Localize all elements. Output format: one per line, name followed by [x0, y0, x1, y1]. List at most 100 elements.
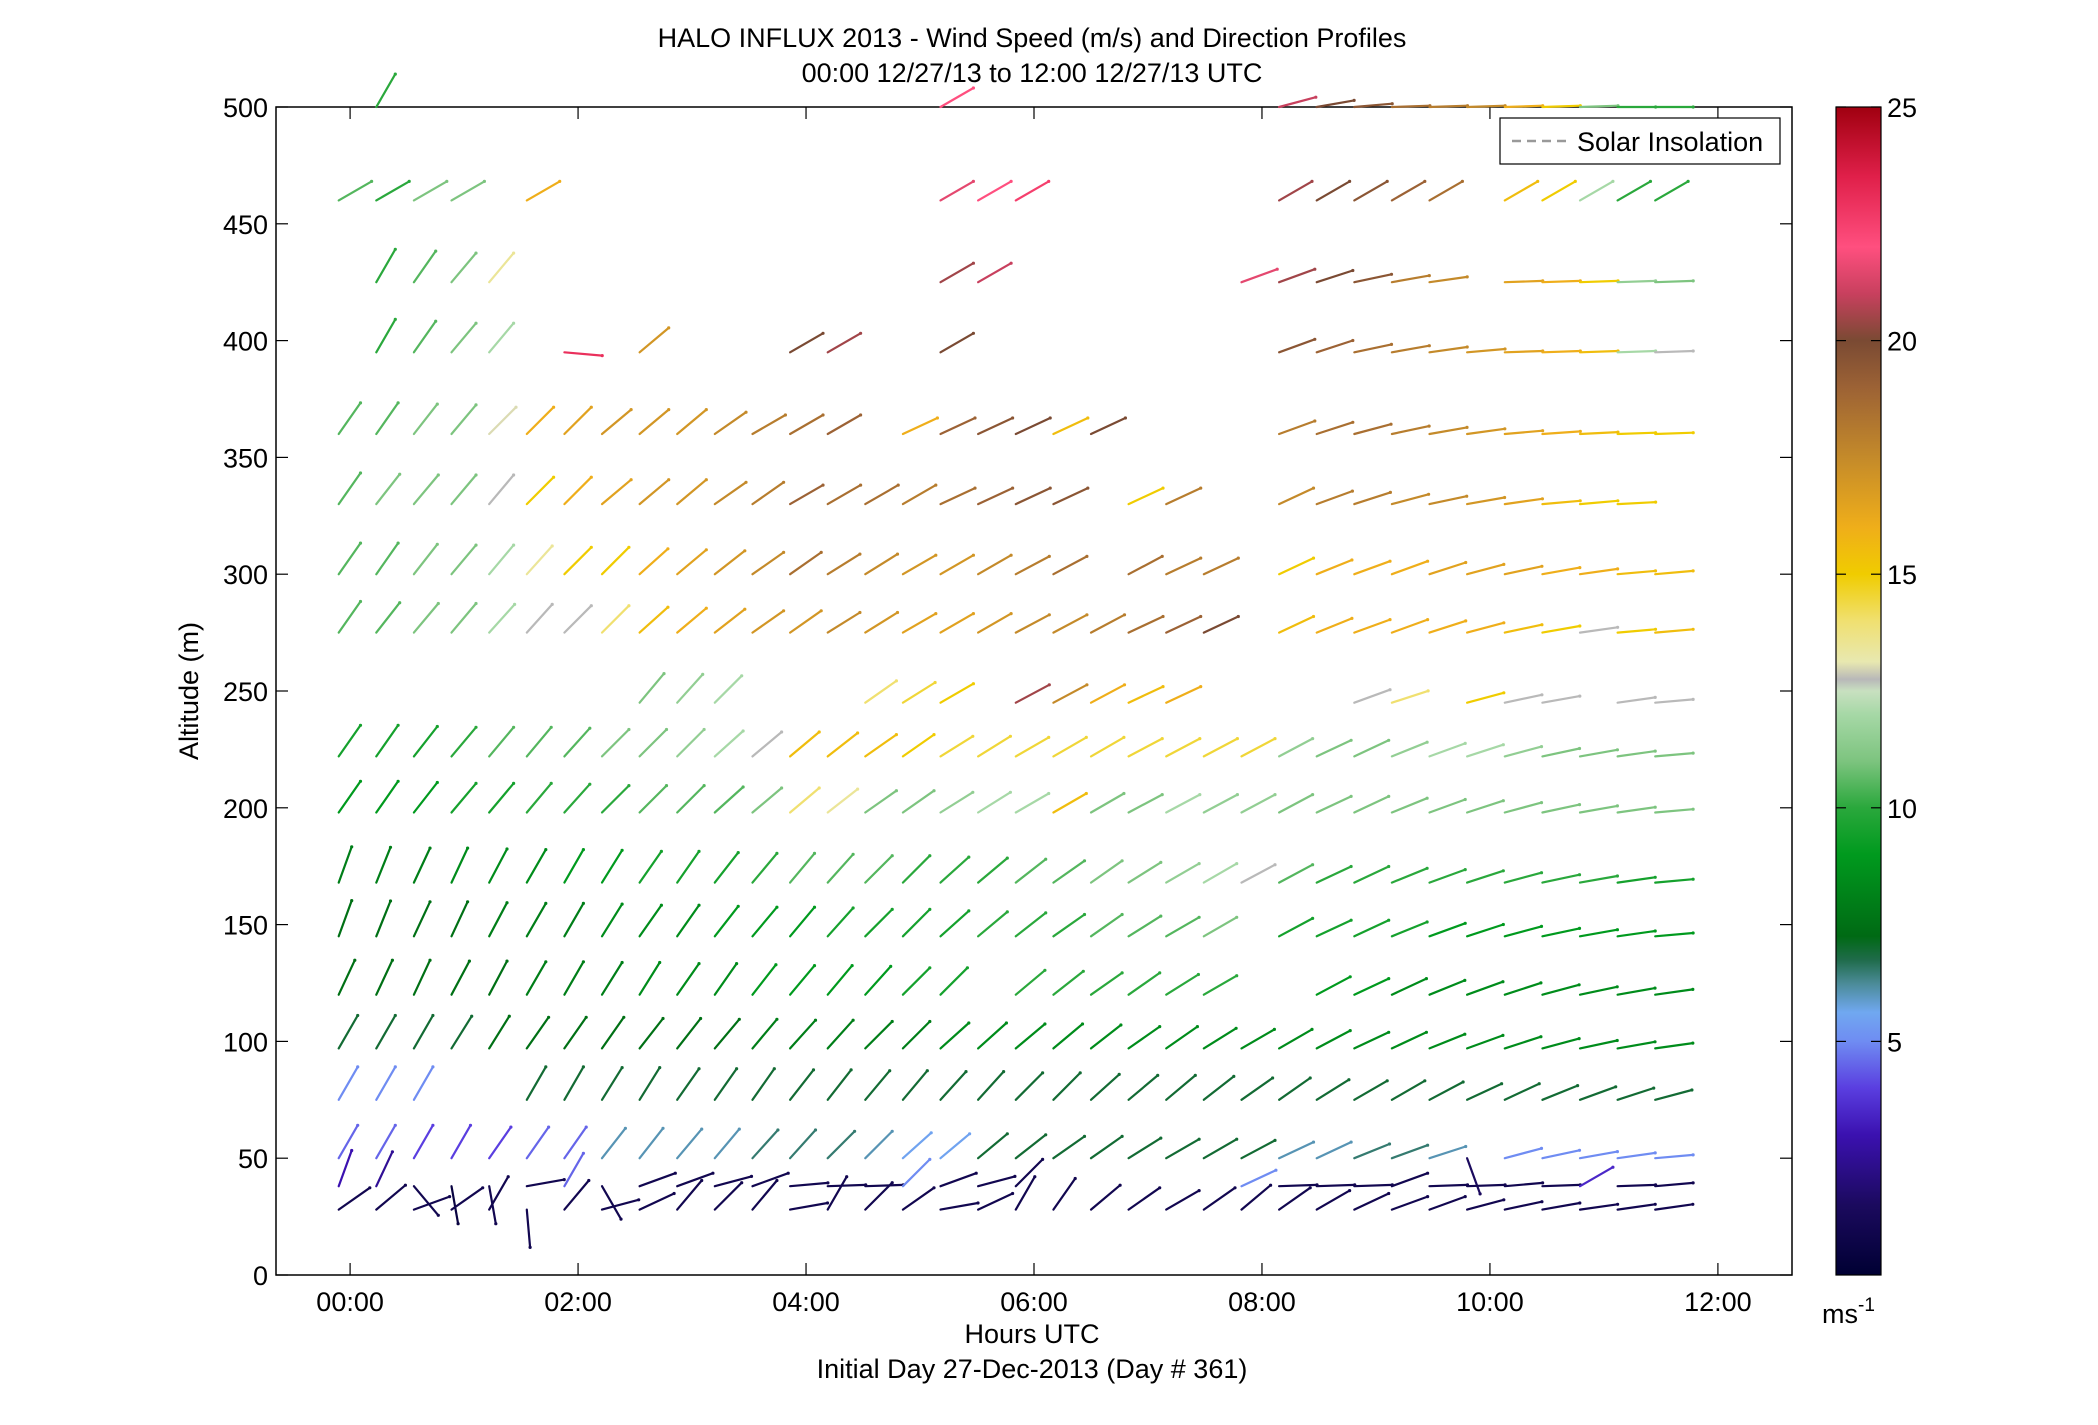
- wind-barb: [1465, 347, 1507, 354]
- wind-barb: [676, 1127, 703, 1160]
- wind-barb: [788, 730, 821, 758]
- wind-barb-tip: [935, 416, 940, 420]
- wind-barb: [1503, 1200, 1544, 1211]
- wind-barb-tip: [1350, 616, 1354, 621]
- wind-barb-tip: [1691, 1181, 1695, 1185]
- wind-barb: [488, 252, 515, 284]
- wind-barb: [1503, 981, 1543, 996]
- wind-barb: [1428, 426, 1469, 436]
- x-tick-label: 06:00: [1000, 1287, 1068, 1317]
- wind-barb: [375, 1150, 394, 1188]
- wind-barb-tip: [1308, 1186, 1312, 1190]
- wind-barb: [1578, 985, 1619, 996]
- wind-barb-tip: [1272, 1027, 1276, 1031]
- wind-barb: [1240, 1139, 1277, 1160]
- wind-barb: [1240, 793, 1277, 814]
- wind-barb: [1089, 913, 1124, 938]
- wind-barb-tip: [1044, 1133, 1048, 1137]
- wind-barb-tip: [1653, 627, 1658, 631]
- wind-barb-tip: [358, 541, 363, 545]
- wind-barb-tip: [894, 733, 899, 737]
- wind-barb-tip: [474, 725, 478, 729]
- wind-barb: [788, 1181, 830, 1188]
- wind-barb: [1654, 1181, 1695, 1188]
- wind-barb-tip: [700, 1127, 704, 1131]
- wind-barb-tip: [971, 86, 976, 90]
- wind-barb-tip: [1351, 338, 1355, 343]
- wind-barb: [1428, 868, 1467, 884]
- wind-barb: [563, 604, 593, 634]
- wind-barb: [412, 725, 439, 758]
- wind-barb-tip: [783, 413, 788, 417]
- wind-barb-tip: [1009, 179, 1013, 183]
- wind-barb-tip: [1047, 179, 1051, 183]
- wind-barb-tip: [619, 1217, 623, 1221]
- wind-barb: [826, 1130, 856, 1160]
- wind-barb-tip: [544, 901, 548, 906]
- wind-barb-tip: [1235, 974, 1239, 978]
- wind-barb: [412, 1124, 434, 1160]
- wind-barb-tip: [1423, 1079, 1427, 1083]
- wind-barb: [1277, 1028, 1314, 1050]
- wind-barb-tip: [1501, 922, 1505, 927]
- wind-barb-tip: [967, 855, 971, 859]
- wind-barb: [600, 478, 633, 506]
- wind-barb: [563, 848, 585, 884]
- wind-barb-tip: [549, 781, 553, 786]
- wind-barb: [1503, 1035, 1543, 1050]
- y-tick-label: 200: [223, 794, 268, 824]
- wind-barb: [1052, 487, 1089, 506]
- wind-barb: [450, 1015, 473, 1050]
- wind-barb: [600, 1127, 627, 1160]
- wind-barb: [450, 900, 469, 938]
- wind-barb: [1353, 919, 1390, 938]
- wind-barb: [600, 604, 631, 634]
- colorbar-unit-exponent: -1: [1858, 1295, 1875, 1316]
- wind-barb: [939, 1172, 978, 1188]
- colorbar-unit: ms-1: [1822, 1295, 1875, 1329]
- wind-barb: [1428, 1195, 1467, 1211]
- wind-barb: [1465, 104, 1507, 109]
- wind-barb: [1390, 977, 1428, 996]
- wind-barb: [525, 1178, 566, 1188]
- wind-barb-tip: [976, 1201, 980, 1205]
- wind-barb-tip: [934, 553, 938, 557]
- wind-barb-tip: [1573, 179, 1577, 183]
- wind-barb-tip: [1311, 737, 1315, 741]
- wind-barb-tip: [1539, 745, 1544, 749]
- wind-barb-tip: [1425, 740, 1429, 744]
- wind-barb: [939, 735, 974, 758]
- wind-barb: [1654, 349, 1695, 354]
- wind-barb-tip: [658, 1066, 662, 1070]
- wind-barb: [1240, 1028, 1276, 1050]
- wind-barb-tip: [786, 1171, 790, 1175]
- wind-barb-tip: [825, 1201, 830, 1205]
- wind-barb-tip: [749, 1174, 754, 1178]
- wind-barb: [1578, 874, 1619, 884]
- wind-barb: [638, 850, 663, 884]
- wind-barb: [450, 726, 478, 758]
- wind-barb-tip: [661, 1016, 665, 1021]
- wind-barb: [1240, 1184, 1272, 1211]
- wind-barb: [676, 607, 708, 634]
- wind-barb-tip: [817, 786, 821, 790]
- wind-barb-tip: [890, 854, 894, 858]
- wind-barb: [1165, 1138, 1201, 1160]
- wind-barb-tip: [436, 1213, 440, 1217]
- wind-barb-tip: [701, 672, 705, 677]
- wind-barb: [939, 487, 977, 506]
- wind-barb-tip: [431, 1013, 435, 1018]
- wind-barb-tip: [581, 1065, 586, 1069]
- wind-barb: [375, 1014, 397, 1050]
- wind-barb: [488, 1125, 512, 1160]
- wind-barb: [1541, 1149, 1581, 1160]
- wind-barb-tip: [1691, 877, 1695, 881]
- wind-barb-tip: [431, 1065, 435, 1069]
- wind-barb: [488, 603, 516, 634]
- wind-barb-tip: [514, 405, 518, 409]
- wind-barb: [525, 848, 547, 884]
- wind-barb-tip: [1387, 1191, 1391, 1196]
- wind-barb-tip: [1463, 1195, 1467, 1199]
- wind-barb: [939, 332, 975, 354]
- wind-barb: [864, 733, 898, 758]
